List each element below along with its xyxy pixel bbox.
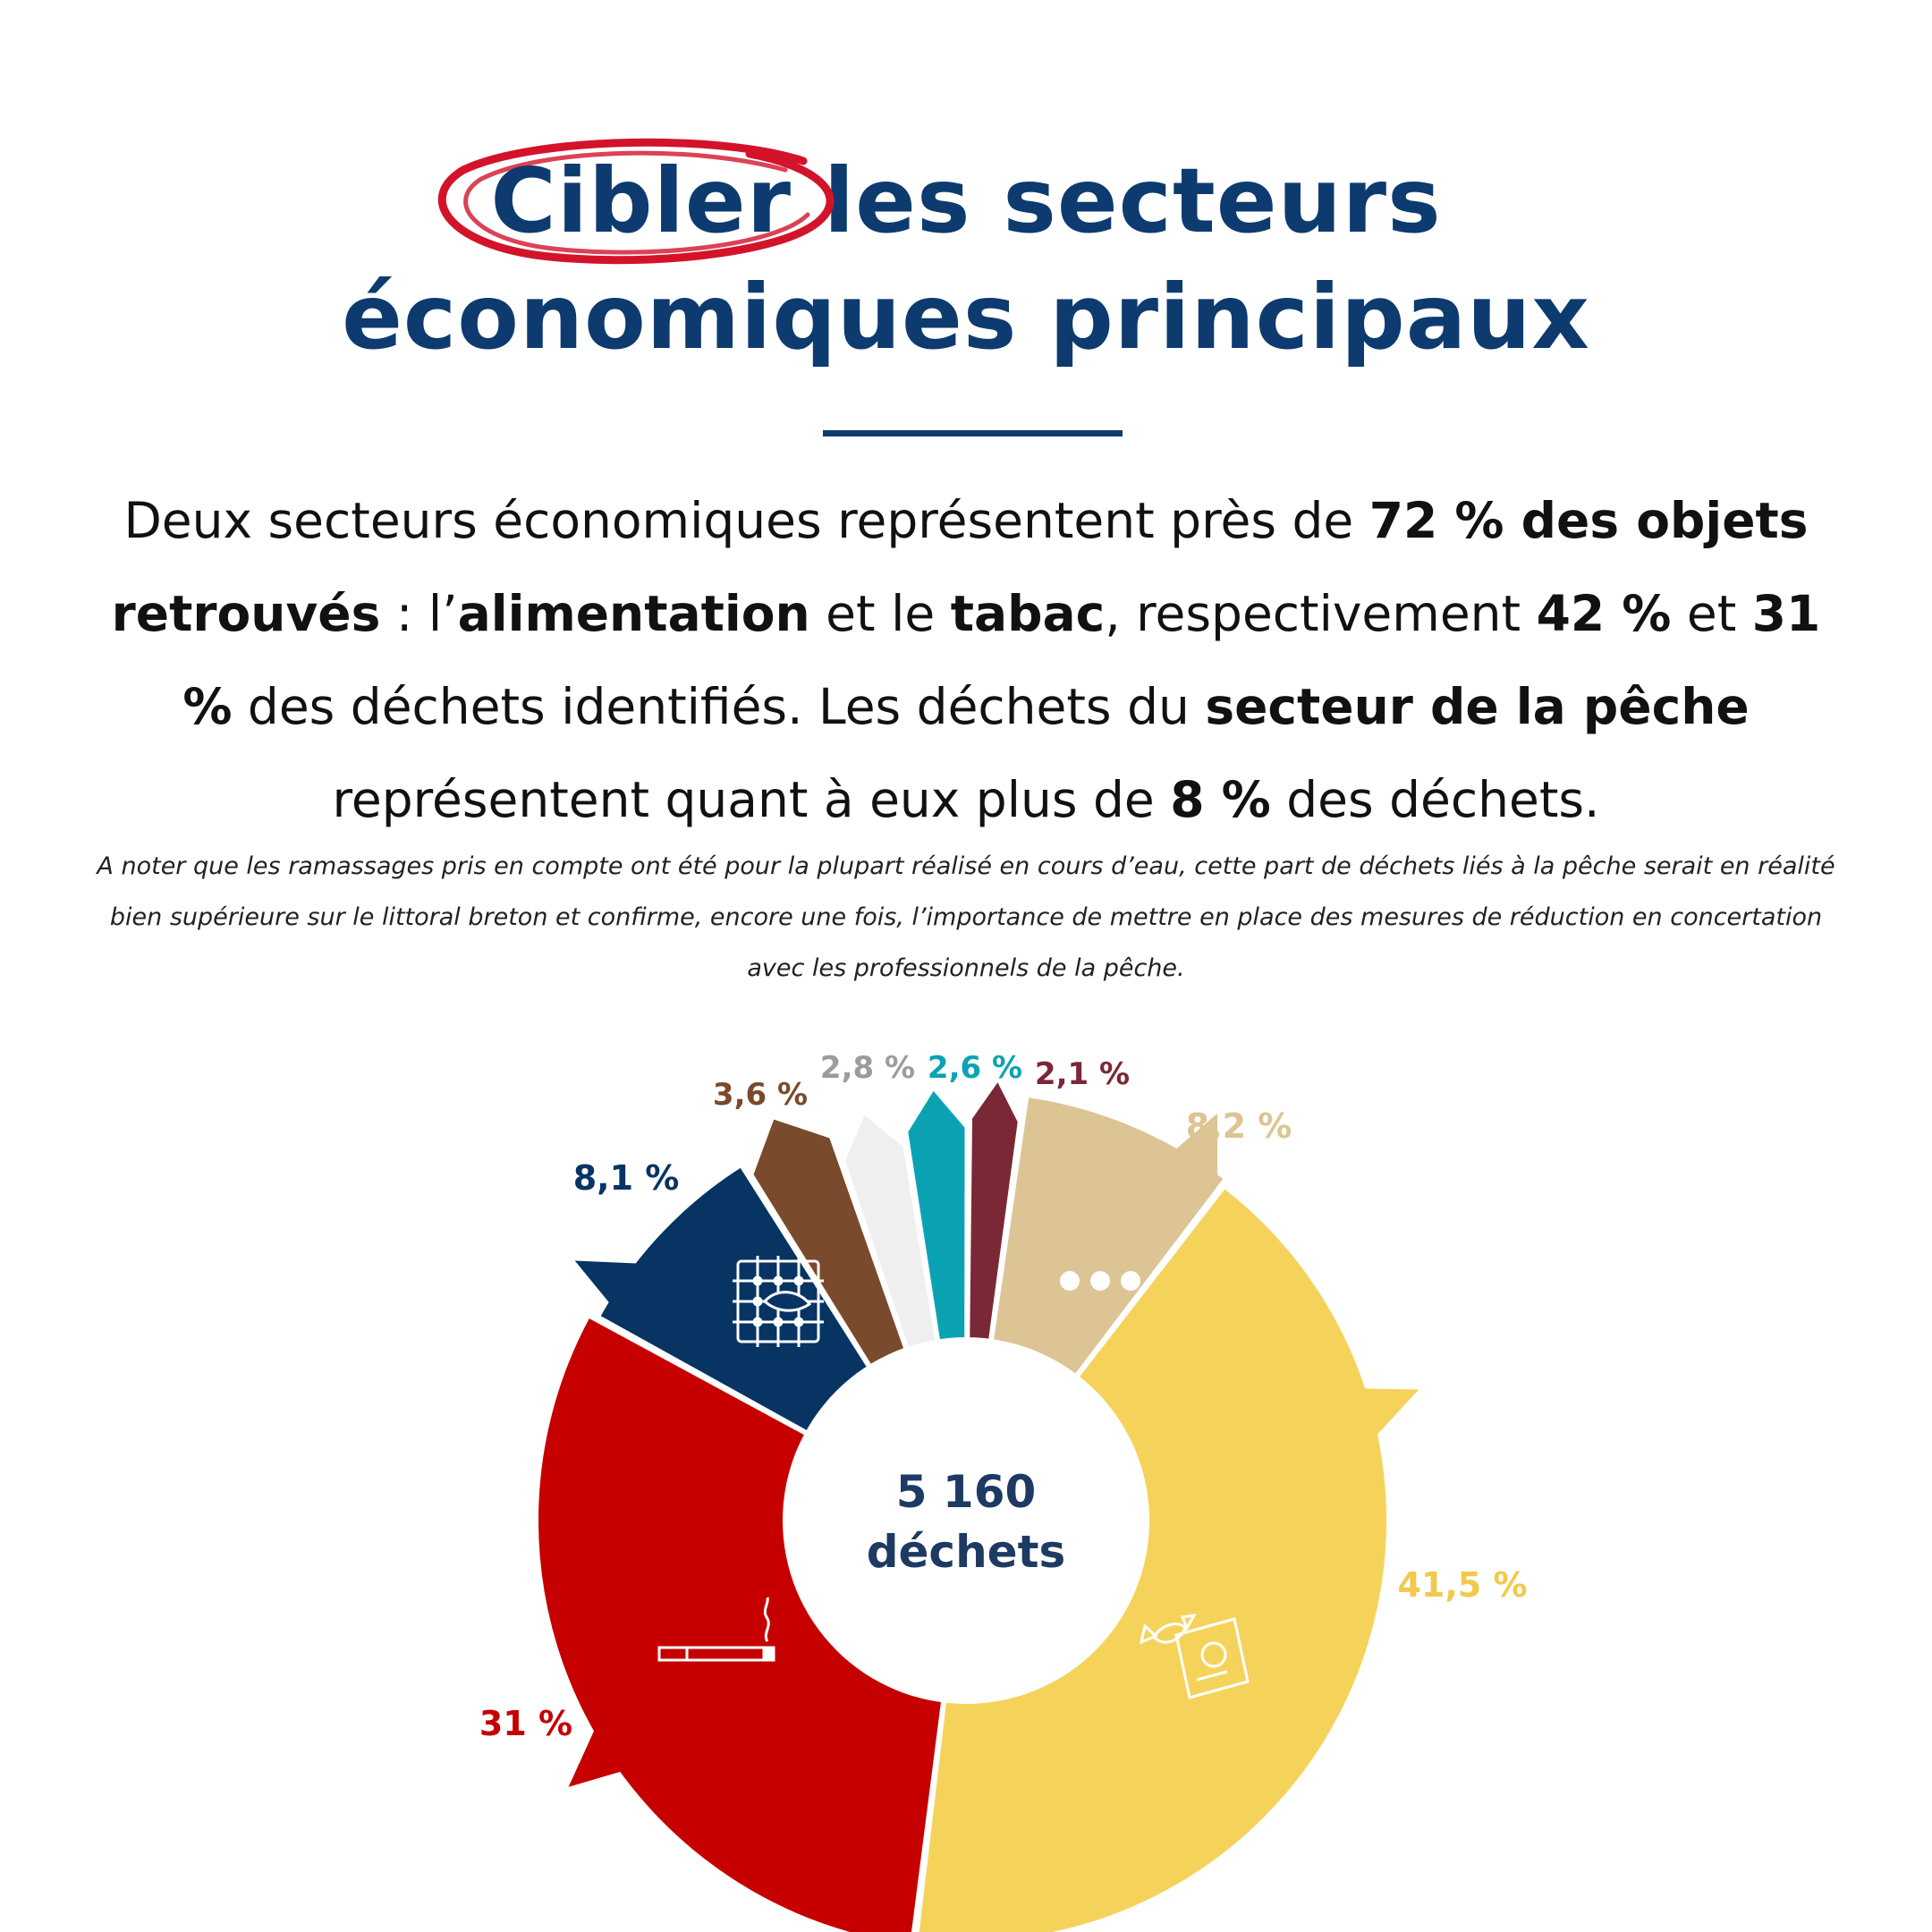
para-text-5: et <box>1671 585 1752 642</box>
para-bold-tabac: tabac <box>950 585 1106 642</box>
more-dots-icon <box>1060 1271 1140 1291</box>
para-bold-alimentation: alimentation <box>457 585 810 642</box>
slice-label: 2,6 % <box>928 1050 1022 1086</box>
slice-pointer <box>1362 1388 1419 1437</box>
title-divider <box>823 430 1123 436</box>
para-text-1: Deux secteurs économiques représentent p… <box>123 492 1369 549</box>
slice-label: 31 % <box>479 1704 572 1743</box>
para-bold-peche: secteur de la pêche <box>1205 678 1750 735</box>
para-bold-72: 72 % des objets retrouvés <box>111 492 1809 642</box>
para-text-2: : l’ <box>380 585 458 642</box>
slice-labels: 8,2 % 41,5 % 31 % 8,1 % 3,6 % 2,8 % 2,6 % 2,1 % <box>479 1050 1528 1743</box>
center-unit: déchets <box>867 1526 1066 1578</box>
para-bold-8: 8 % <box>1170 771 1271 828</box>
page-title: Cibler les secteurs économiques principa… <box>0 138 1932 376</box>
center-total: 5 160 <box>896 1466 1037 1518</box>
fishing-net-icon <box>733 1256 824 1347</box>
slice-label: 8,1 % <box>573 1158 680 1198</box>
slice-label: 3,6 % <box>713 1077 808 1113</box>
donut-slices <box>535 1075 1419 1932</box>
title-circled-word: Cibler <box>438 138 835 265</box>
slice-label: 2,8 % <box>820 1050 915 1086</box>
italic-note: A noter que les ramassages pris en compt… <box>97 852 1835 982</box>
slice-pointer <box>568 1728 623 1787</box>
title-word-cibler: Cibler <box>490 148 792 253</box>
slice-label: 8,2 % <box>1186 1106 1292 1146</box>
slice-icons <box>657 1256 1250 1699</box>
slice-label: 41,5 % <box>1397 1565 1527 1605</box>
slice-label: 2,1 % <box>1035 1056 1130 1092</box>
red-circle-mark <box>438 138 835 265</box>
slice-pointer <box>1174 1113 1218 1179</box>
para-text-3: et le <box>809 585 951 642</box>
title-rest-line-1: les secteurs <box>823 148 1442 253</box>
food-wrapper-icon <box>1139 1614 1250 1699</box>
para-text-8: des déchets. <box>1270 771 1600 828</box>
para-bold-31: 31 % <box>182 585 1821 735</box>
title-line-2: économiques principaux <box>342 265 1590 369</box>
para-text-6: des déchets identifiés. Les déchets du <box>232 678 1206 735</box>
slice-pointer <box>574 1260 640 1305</box>
para-bold-42: 42 % <box>1536 585 1672 642</box>
para-text-4: , respectivement <box>1105 585 1537 642</box>
cigarette-icon <box>657 1597 775 1662</box>
donut-hole <box>783 1337 1149 1704</box>
intro-paragraph: Deux secteurs économiques représentent p… <box>80 474 1852 846</box>
title-line-1: Cibler les secteurs <box>0 138 1932 265</box>
para-text-7: représentent quant à eux plus de <box>332 771 1171 828</box>
